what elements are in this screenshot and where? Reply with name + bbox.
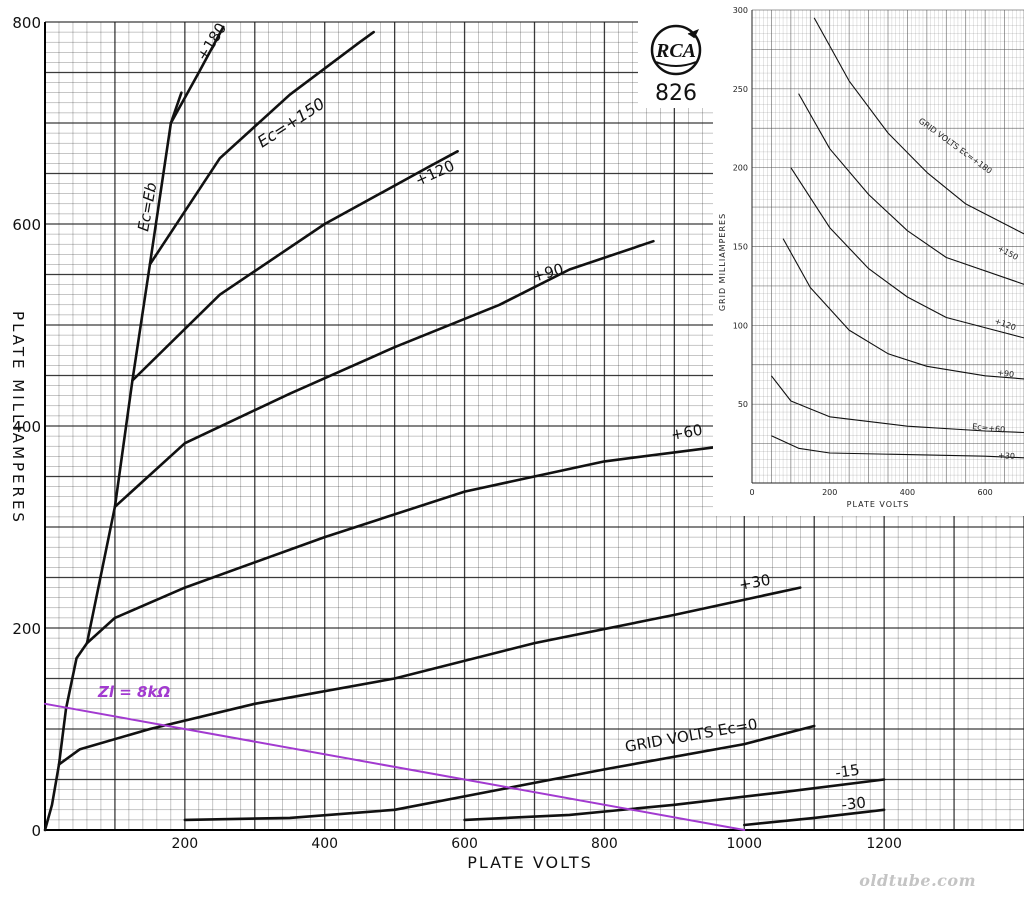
curve-label-minus-30: -30 (841, 794, 867, 814)
inset-label-plus-90: +90 (997, 368, 1015, 379)
grid-curve-plusminus-90 (782, 238, 1024, 380)
inset-x-tick-label: 0 (749, 488, 754, 497)
watermark: oldtube.com (859, 871, 976, 890)
main-y-axis-label: PLATE MILLIAMPERES (9, 311, 27, 525)
grid-curve-plusminus-180 (813, 17, 1024, 235)
inset-x-axis-label: PLATE VOLTS (847, 500, 910, 509)
grid-curve-plusminus-120 (790, 167, 1024, 339)
plate-curve-plusminus-90 (113, 239, 655, 509)
inset-y-axis-label: GRID MILLIAMPERES (718, 213, 727, 311)
plate-curve-minus-30 (742, 808, 886, 827)
curve-label-minus-15: -15 (834, 761, 861, 782)
inset-curves (770, 17, 1024, 459)
inset-grid-current-chart: 0 200 400 600 50 100 150 200 250 300 GRID MILLIAM… (713, 0, 1024, 516)
main-x-tick-label: 1000 (726, 836, 762, 852)
main-curves (43, 25, 886, 832)
inset-label-plus-30: +30 (998, 451, 1015, 461)
plate-curve-minus-15 (463, 778, 886, 822)
load-line (44, 702, 746, 831)
main-y-tick-label: 200 (12, 620, 41, 638)
inset-y-tick-label: 200 (733, 164, 748, 173)
inset-label-ec-60: Ec=+60 (972, 422, 1006, 434)
inset-y-tick-label: 100 (733, 321, 748, 330)
inset-y-tick-label: 250 (733, 85, 748, 94)
main-x-tick-label: 600 (451, 836, 478, 852)
inset-grid (751, 9, 1024, 484)
main-x-tick-label: 1200 (866, 836, 902, 852)
main-y-tick-label: 800 (12, 14, 41, 32)
main-x-tick-label: 800 (591, 836, 618, 852)
inset-x-tick-label: 200 (822, 488, 837, 497)
main-y-tick-label: 600 (12, 216, 41, 234)
rca-logo-word: RCA (655, 40, 696, 62)
main-x-axis-label: PLATE VOLTS (467, 853, 593, 872)
inset-y-tick-label: 50 (738, 400, 748, 409)
grid-curve-plusminus-60 (770, 375, 1024, 434)
main-x-tick-label: 400 (311, 836, 338, 852)
plate-curve-plusminus-150 (148, 30, 376, 266)
inset-x-tick-label: 600 (978, 488, 993, 497)
plate-curve-plusminus-180 (169, 25, 225, 125)
main-y-tick-label: 0 (31, 822, 41, 840)
tube-model-number: 826 (655, 81, 697, 106)
plate-curve-plusminus-30 (57, 586, 802, 766)
inset-y-tick-label: 300 (733, 6, 748, 15)
curve-label-plus-60: +60 (670, 421, 704, 444)
inset-ticks: 0 200 400 600 50 100 150 200 250 300 (733, 6, 993, 497)
main-x-tick-label: 200 (171, 836, 198, 852)
plate-curve-plusminus-60 (85, 444, 725, 645)
grid-curve-plusminus-150 (798, 93, 1024, 285)
inset-y-tick-label: 150 (733, 243, 748, 252)
rca-logo: RCA 826 (638, 14, 714, 108)
main-y-tick-label: 400 (12, 418, 41, 436)
load-line-annotation: Zl = 8kΩ (97, 683, 170, 701)
plate-curve-grid-volts-ec-0 (183, 724, 816, 822)
grid-curve-plusminus-30 (771, 435, 1024, 459)
plate-curve-plusminus-120 (131, 150, 459, 382)
curve-label-plus-30: +30 (738, 571, 772, 594)
inset-x-tick-label: 400 (900, 488, 915, 497)
